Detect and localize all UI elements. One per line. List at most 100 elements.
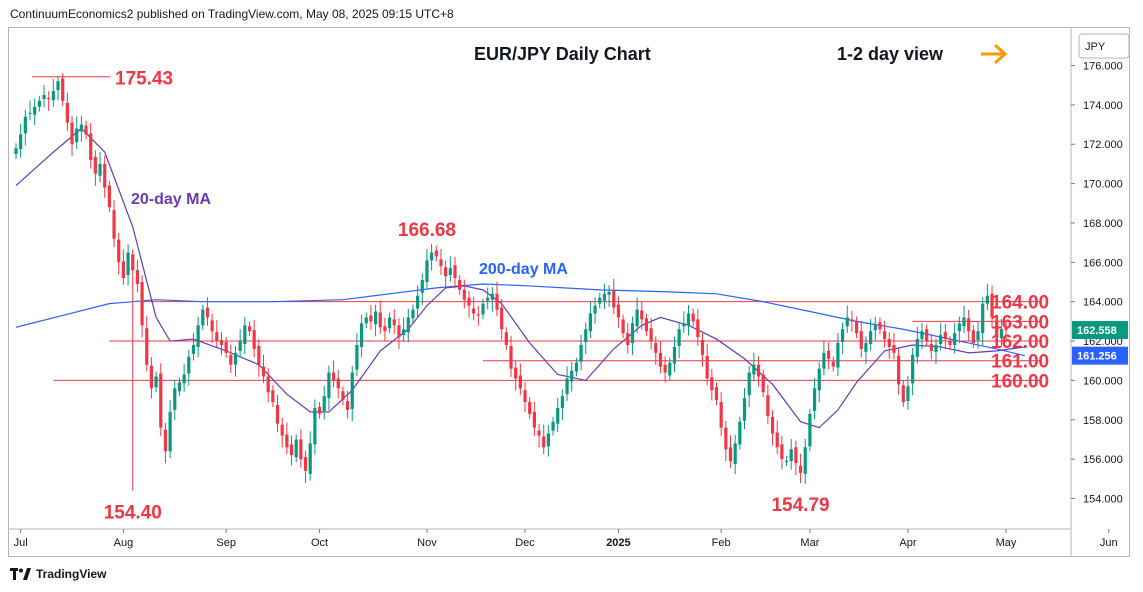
candle-body[interactable] [635,309,639,327]
candle-body[interactable] [836,343,840,368]
candle-body[interactable] [205,307,210,318]
candle-body[interactable] [971,330,975,344]
candle-body[interactable] [1004,328,1008,331]
candle-body[interactable] [84,125,88,135]
candle-body[interactable] [906,386,910,402]
candle-body[interactable] [570,370,574,382]
candle-body[interactable] [901,385,905,403]
candle-body[interactable] [588,313,593,332]
candle-body[interactable] [985,295,989,304]
candle-body[interactable] [761,374,765,393]
candle-body[interactable] [784,461,789,463]
candle-body[interactable] [668,362,672,376]
candle-body[interactable] [350,372,354,409]
candle-body[interactable] [322,396,326,411]
candle-body[interactable] [873,325,877,331]
candle-body[interactable] [546,433,550,447]
candle-body[interactable] [976,331,980,341]
candle-body[interactable] [79,124,83,132]
candle-body[interactable] [948,341,952,345]
candle-body[interactable] [500,307,504,330]
candle-body[interactable] [995,320,999,338]
candle-body[interactable] [37,100,41,107]
candle-body[interactable] [551,421,555,431]
candle-body[interactable] [616,304,621,318]
candle-body[interactable] [378,312,382,328]
candle-body[interactable] [710,377,714,391]
candle-body[interactable] [911,354,915,384]
candle-body[interactable] [112,210,116,239]
candle-body[interactable] [388,317,392,329]
candle-body[interactable] [238,341,242,351]
candle-body[interactable] [182,374,186,384]
candle-body[interactable] [691,313,695,322]
candle-body[interactable] [126,252,130,276]
candle-body[interactable] [476,314,480,316]
candle-body[interactable] [644,318,649,332]
tradingview-footer[interactable]: TradingView [10,567,106,581]
candle-body[interactable] [728,447,733,462]
candle-body[interactable] [925,329,929,342]
candle-body[interactable] [317,406,322,414]
candle-body[interactable] [42,95,46,99]
candle-body[interactable] [826,350,831,359]
candle-body[interactable] [943,332,947,340]
candle-body[interactable] [705,355,709,379]
candle-body[interactable] [336,378,340,389]
candle-body[interactable] [472,308,476,314]
candle-body[interactable] [355,344,359,370]
candle-body[interactable] [626,333,630,345]
candle-body[interactable] [261,366,266,377]
candle-body[interactable] [117,239,121,263]
candle-body[interactable] [840,329,845,343]
candle-body[interactable] [103,163,107,188]
candle-body[interactable] [196,325,200,347]
candle-body[interactable] [822,352,826,369]
candle-body[interactable] [392,319,396,326]
candle-body[interactable] [747,372,751,396]
candle-body[interactable] [140,282,144,326]
candle-body[interactable] [458,280,462,290]
candle-body[interactable] [738,421,742,445]
candle-body[interactable] [794,447,798,464]
candle-body[interactable] [654,343,658,353]
candle-body[interactable] [556,407,560,424]
candle-body[interactable] [663,364,667,373]
candle-body[interactable] [523,390,527,403]
candle-body[interactable] [439,259,443,267]
candle-body[interactable] [481,303,485,315]
candle-body[interactable] [215,332,219,342]
candle-body[interactable] [593,305,597,314]
candle-body[interactable] [163,429,168,452]
price-tag-161.256[interactable] [1072,346,1128,365]
candle-body[interactable] [149,365,154,389]
candle-body[interactable] [98,163,102,176]
candle-body[interactable] [719,402,723,428]
candle-body[interactable] [187,356,191,374]
candle-body[interactable] [878,322,882,330]
candle-body[interactable] [915,339,919,357]
candle-body[interactable] [275,405,280,424]
candle-body[interactable] [798,466,803,473]
candle-body[interactable] [817,368,821,391]
candle-body[interactable] [724,427,728,450]
candle-body[interactable] [327,372,331,399]
candle-body[interactable] [602,293,607,301]
candle-body[interactable] [411,309,415,319]
candle-body[interactable] [999,329,1003,339]
candle-body[interactable] [733,443,737,465]
candle-body[interactable] [957,323,961,332]
candle-body[interactable] [920,331,924,340]
candle-body[interactable] [359,323,364,347]
price-tag-162.558[interactable] [1072,321,1128,340]
candle-body[interactable] [257,345,261,365]
candle-body[interactable] [887,339,891,347]
candle-body[interactable] [369,315,373,322]
candle-body[interactable] [145,328,149,365]
candle-body[interactable] [869,331,873,344]
candle-body[interactable] [518,375,522,389]
candle-body[interactable] [425,260,429,282]
candle-body[interactable] [299,439,303,460]
candle-body[interactable] [271,390,275,403]
candle-body[interactable] [331,372,336,381]
